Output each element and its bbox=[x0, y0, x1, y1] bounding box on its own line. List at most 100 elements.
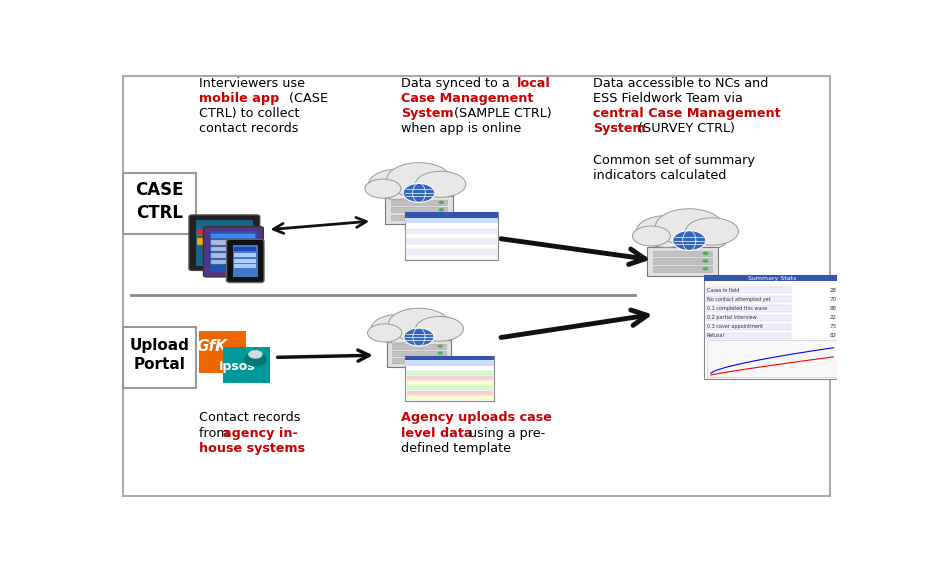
FancyBboxPatch shape bbox=[226, 238, 237, 245]
Circle shape bbox=[438, 208, 445, 211]
FancyBboxPatch shape bbox=[405, 356, 494, 401]
FancyBboxPatch shape bbox=[406, 239, 497, 243]
Circle shape bbox=[702, 259, 709, 263]
FancyBboxPatch shape bbox=[406, 229, 497, 233]
FancyBboxPatch shape bbox=[227, 239, 264, 283]
FancyBboxPatch shape bbox=[211, 229, 223, 236]
FancyBboxPatch shape bbox=[406, 376, 493, 380]
FancyBboxPatch shape bbox=[405, 356, 494, 360]
Text: No contact attempted yet: No contact attempted yet bbox=[707, 297, 770, 302]
FancyBboxPatch shape bbox=[646, 247, 718, 276]
Text: using a pre-: using a pre- bbox=[465, 427, 545, 439]
Circle shape bbox=[244, 352, 267, 366]
Text: Refusal: Refusal bbox=[707, 333, 724, 338]
FancyBboxPatch shape bbox=[406, 371, 493, 375]
FancyBboxPatch shape bbox=[211, 240, 256, 245]
Ellipse shape bbox=[636, 216, 697, 247]
FancyBboxPatch shape bbox=[211, 238, 223, 245]
FancyBboxPatch shape bbox=[706, 306, 790, 311]
Text: ESS Fieldwork Team via: ESS Fieldwork Team via bbox=[593, 92, 743, 105]
Text: System: System bbox=[593, 123, 646, 135]
FancyBboxPatch shape bbox=[406, 386, 493, 390]
FancyBboxPatch shape bbox=[211, 253, 256, 258]
FancyBboxPatch shape bbox=[197, 238, 208, 245]
FancyBboxPatch shape bbox=[391, 215, 447, 220]
FancyBboxPatch shape bbox=[405, 217, 498, 223]
Ellipse shape bbox=[383, 182, 455, 204]
FancyBboxPatch shape bbox=[189, 215, 259, 270]
Text: (SAMPLE CTRL): (SAMPLE CTRL) bbox=[446, 107, 552, 120]
FancyBboxPatch shape bbox=[706, 296, 790, 302]
Text: Contact records: Contact records bbox=[199, 411, 300, 424]
Ellipse shape bbox=[388, 309, 450, 341]
FancyBboxPatch shape bbox=[406, 255, 497, 259]
FancyBboxPatch shape bbox=[706, 287, 790, 293]
Text: Interviewers use: Interviewers use bbox=[199, 77, 305, 90]
FancyBboxPatch shape bbox=[391, 207, 447, 212]
Text: 19: 19 bbox=[830, 333, 837, 338]
Circle shape bbox=[437, 351, 443, 355]
Text: 65: 65 bbox=[830, 297, 837, 302]
Text: defined template: defined template bbox=[401, 442, 511, 455]
Ellipse shape bbox=[656, 209, 724, 245]
Ellipse shape bbox=[416, 316, 463, 341]
Ellipse shape bbox=[416, 171, 466, 197]
Circle shape bbox=[438, 215, 445, 219]
FancyBboxPatch shape bbox=[706, 333, 790, 339]
FancyBboxPatch shape bbox=[234, 247, 256, 251]
Ellipse shape bbox=[632, 226, 671, 246]
Text: Common set of summary: Common set of summary bbox=[593, 154, 755, 167]
Text: 86: 86 bbox=[830, 288, 837, 293]
Circle shape bbox=[437, 345, 443, 348]
Text: Upload
Portal: Upload Portal bbox=[129, 338, 190, 372]
Circle shape bbox=[438, 201, 445, 204]
FancyBboxPatch shape bbox=[704, 275, 841, 281]
Text: CASE
CTRL: CASE CTRL bbox=[135, 182, 184, 221]
FancyBboxPatch shape bbox=[392, 343, 445, 348]
Text: Case Management: Case Management bbox=[401, 92, 533, 105]
Text: local: local bbox=[517, 77, 551, 90]
FancyBboxPatch shape bbox=[211, 260, 256, 264]
FancyBboxPatch shape bbox=[653, 251, 711, 256]
FancyBboxPatch shape bbox=[234, 259, 256, 262]
Circle shape bbox=[672, 230, 706, 251]
FancyBboxPatch shape bbox=[124, 76, 830, 496]
Text: indicators calculated: indicators calculated bbox=[593, 169, 726, 182]
FancyBboxPatch shape bbox=[406, 244, 497, 249]
Text: Data synced to a: Data synced to a bbox=[401, 77, 513, 90]
FancyBboxPatch shape bbox=[406, 234, 497, 238]
FancyBboxPatch shape bbox=[211, 247, 256, 251]
Ellipse shape bbox=[365, 179, 401, 198]
FancyBboxPatch shape bbox=[391, 200, 447, 205]
Text: house systems: house systems bbox=[199, 442, 305, 455]
Circle shape bbox=[248, 350, 262, 359]
Text: Summary Stats: Summary Stats bbox=[748, 276, 796, 280]
Text: mobile app: mobile app bbox=[199, 92, 280, 105]
FancyBboxPatch shape bbox=[653, 266, 711, 271]
Text: (SURVEY CTRL): (SURVEY CTRL) bbox=[633, 123, 735, 135]
FancyBboxPatch shape bbox=[405, 212, 498, 260]
FancyBboxPatch shape bbox=[406, 381, 493, 385]
FancyBboxPatch shape bbox=[211, 234, 256, 238]
Text: central Case Management: central Case Management bbox=[593, 107, 781, 120]
Text: CTRL) to collect: CTRL) to collect bbox=[199, 107, 299, 120]
FancyBboxPatch shape bbox=[197, 229, 208, 236]
Circle shape bbox=[404, 328, 434, 346]
FancyBboxPatch shape bbox=[707, 341, 837, 377]
FancyBboxPatch shape bbox=[406, 391, 493, 395]
FancyBboxPatch shape bbox=[124, 174, 195, 234]
Text: Ipsos: Ipsos bbox=[219, 360, 256, 373]
Circle shape bbox=[702, 252, 709, 255]
FancyBboxPatch shape bbox=[405, 360, 494, 366]
Text: Agency uploads case: Agency uploads case bbox=[401, 411, 551, 424]
FancyBboxPatch shape bbox=[406, 250, 497, 254]
Text: contact records: contact records bbox=[199, 123, 299, 135]
Text: GfK: GfK bbox=[196, 339, 228, 354]
FancyBboxPatch shape bbox=[706, 315, 790, 320]
Circle shape bbox=[702, 267, 709, 271]
Text: 0.1 completed this wave: 0.1 completed this wave bbox=[707, 306, 767, 311]
Text: 0.3 cover appointment: 0.3 cover appointment bbox=[707, 324, 763, 329]
FancyBboxPatch shape bbox=[195, 220, 253, 266]
FancyBboxPatch shape bbox=[405, 212, 498, 217]
FancyBboxPatch shape bbox=[653, 259, 711, 264]
